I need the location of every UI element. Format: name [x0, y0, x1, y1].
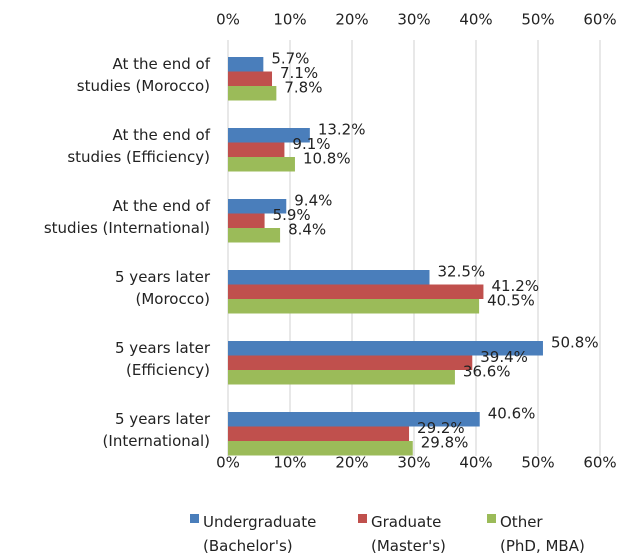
y-tick-label-line: At the end of: [112, 197, 210, 215]
value-label: 36.6%: [463, 363, 511, 381]
value-label: 41.2%: [491, 277, 539, 295]
legend-swatch: [190, 514, 199, 523]
y-tick-label-line: studies (International): [44, 219, 210, 237]
x-tick-label: 20%: [335, 454, 368, 472]
y-tick-label-line: (Efficiency): [126, 361, 210, 379]
value-label: 7.8%: [284, 79, 322, 97]
x-tick-label: 50%: [521, 11, 554, 29]
value-label: 29.8%: [421, 434, 469, 452]
x-tick-label: 10%: [273, 11, 306, 29]
y-tick-label-line: 5 years later: [115, 339, 211, 357]
bar: [228, 157, 295, 172]
legend-label-line: Undergraduate: [203, 513, 316, 531]
value-label: 32.5%: [438, 263, 486, 281]
y-tick-label: At the end of studies (International): [44, 197, 211, 237]
x-tick-label: 0%: [216, 454, 240, 472]
value-label: 29.2%: [417, 419, 465, 437]
x-tick-label: 30%: [397, 11, 430, 29]
bar: [228, 199, 287, 214]
bar: [228, 228, 281, 243]
bar: [228, 412, 480, 427]
value-label: 13.2%: [318, 121, 366, 139]
value-label: 5.9%: [273, 206, 311, 224]
bar: [228, 441, 413, 456]
value-label: 40.5%: [487, 292, 535, 310]
x-tick-label: 50%: [521, 454, 554, 472]
legend-label-line: Graduate: [371, 513, 441, 531]
legend-label-line: (Bachelor's): [203, 537, 293, 555]
x-tick-label: 10%: [273, 454, 306, 472]
value-label: 5.7%: [271, 50, 309, 68]
x-tick-label: 60%: [583, 454, 616, 472]
y-tick-label: 5 years later (Morocco): [115, 268, 211, 308]
y-tick-label-line: 5 years later: [115, 410, 211, 428]
y-tick-label-line: studies (Morocco): [77, 77, 210, 95]
value-label: 8.4%: [288, 221, 326, 239]
x-tick-label: 20%: [335, 11, 368, 29]
legend-label-line: Other: [500, 513, 543, 531]
x-tick-label: 0%: [216, 11, 240, 29]
bar: [228, 426, 410, 441]
bar: [228, 142, 285, 157]
legend-label-line: (Master's): [371, 537, 446, 555]
value-label: 9.1%: [292, 135, 330, 153]
value-label: 39.4%: [480, 348, 528, 366]
legend-label: Graduate (Master's): [371, 513, 446, 555]
legend-swatch: [487, 514, 496, 523]
bar: [228, 355, 473, 370]
bar: [228, 128, 310, 143]
value-label: 9.4%: [294, 192, 332, 210]
y-tick-label-line: At the end of: [112, 126, 210, 144]
bar: [228, 57, 264, 72]
legend-label: Other (PhD, MBA): [500, 513, 585, 555]
bar: [228, 86, 277, 101]
bar: [228, 270, 430, 285]
x-tick-label: 30%: [397, 454, 430, 472]
bar: [228, 370, 455, 385]
x-tick-label: 40%: [459, 454, 492, 472]
bar: [228, 284, 484, 299]
legend-label: Undergraduate (Bachelor's): [203, 513, 316, 555]
y-tick-label-line: (Morocco): [135, 290, 210, 308]
value-label: 7.1%: [280, 64, 318, 82]
value-label: 50.8%: [551, 334, 599, 352]
value-label: 40.6%: [488, 405, 536, 423]
y-tick-label-line: studies (Efficiency): [67, 148, 210, 166]
legend-swatch: [358, 514, 367, 523]
x-tick-label: 60%: [583, 11, 616, 29]
value-label: 10.8%: [303, 150, 351, 168]
bar: [228, 213, 265, 228]
bar: [228, 341, 543, 356]
y-tick-label-line: 5 years later: [115, 268, 211, 286]
x-tick-label: 40%: [459, 11, 492, 29]
y-tick-label-line: (International): [103, 432, 210, 450]
y-tick-label-line: At the end of: [112, 55, 210, 73]
y-tick-label: 5 years later (International): [103, 410, 211, 450]
bar: [228, 71, 273, 86]
y-tick-label: 5 years later (Efficiency): [115, 339, 211, 379]
bar: [228, 299, 480, 314]
y-tick-label: At the end of studies (Morocco): [77, 55, 211, 95]
y-tick-label: At the end of studies (Efficiency): [67, 126, 210, 166]
legend-label-line: (PhD, MBA): [500, 537, 585, 555]
